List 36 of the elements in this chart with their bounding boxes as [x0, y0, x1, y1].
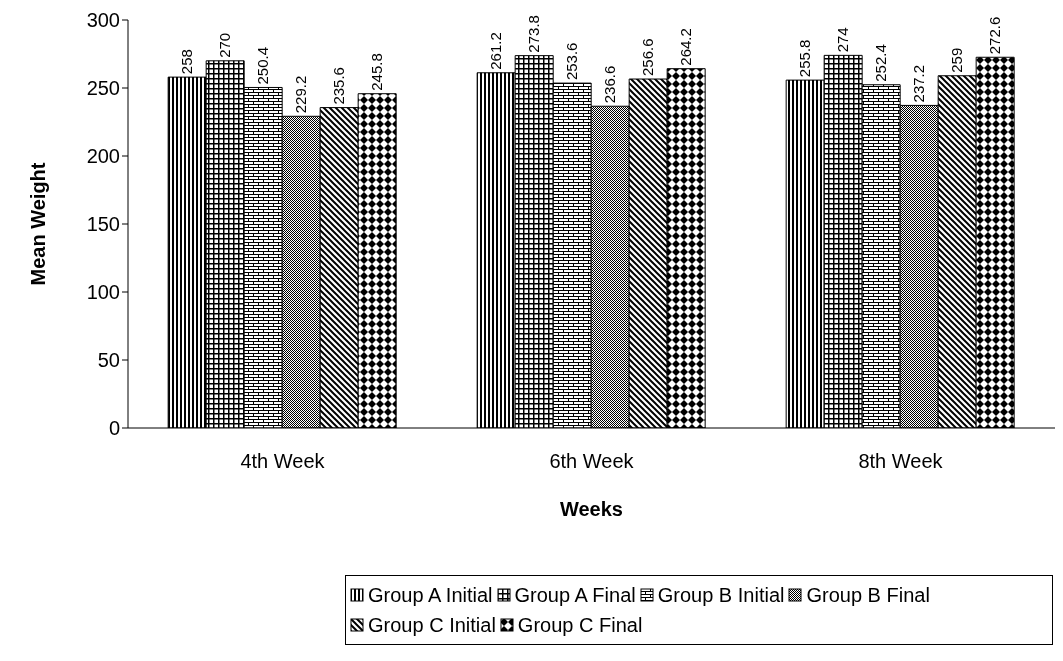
data-label: 261.2 — [487, 32, 505, 70]
data-label: 245.8 — [368, 53, 386, 91]
data-label: 253.6 — [563, 42, 581, 81]
legend-label: Group B Initial — [656, 583, 785, 608]
data-label: 256.6 — [639, 38, 657, 77]
x-tick-label: 8th Week — [858, 450, 944, 473]
legend-label: Group C Final — [516, 613, 643, 638]
legend-label: Group A Initial — [367, 583, 493, 608]
y-tick-label: 0 — [108, 417, 120, 440]
y-tick-label: 150 — [86, 213, 120, 236]
y-tick-label: 100 — [86, 281, 120, 304]
data-label: 273.8 — [525, 15, 543, 53]
data-label: 272.6 — [986, 16, 1004, 55]
legend-label: Group C Initial — [367, 613, 496, 638]
x-axis-title: Weeks — [559, 498, 624, 520]
data-label: 236.6 — [601, 65, 619, 104]
data-label: 264.2 — [677, 28, 695, 66]
x-tick-label: 6th Week — [549, 450, 635, 473]
data-label: 274 — [834, 27, 852, 53]
data-label: 270 — [216, 32, 234, 58]
y-tick-label: 300 — [86, 9, 120, 32]
data-label: 259 — [948, 47, 966, 73]
y-axis-title: Mean Weight — [27, 162, 50, 286]
data-label: 258 — [178, 49, 196, 75]
y-tick-label: 200 — [86, 145, 120, 168]
data-label: 255.8 — [796, 39, 814, 78]
y-tick-label: 50 — [97, 349, 120, 372]
data-label: 237.2 — [910, 64, 928, 103]
legend-label: Group A Final — [513, 583, 636, 608]
data-label: 229.2 — [292, 75, 310, 114]
y-tick-label: 250 — [86, 77, 120, 100]
legend-label: Group B Final — [805, 583, 930, 608]
x-tick-label: 4th Week — [240, 450, 326, 473]
data-label: 252.4 — [872, 44, 890, 82]
data-label: 235.6 — [330, 67, 348, 105]
data-label: 250.4 — [254, 46, 272, 85]
